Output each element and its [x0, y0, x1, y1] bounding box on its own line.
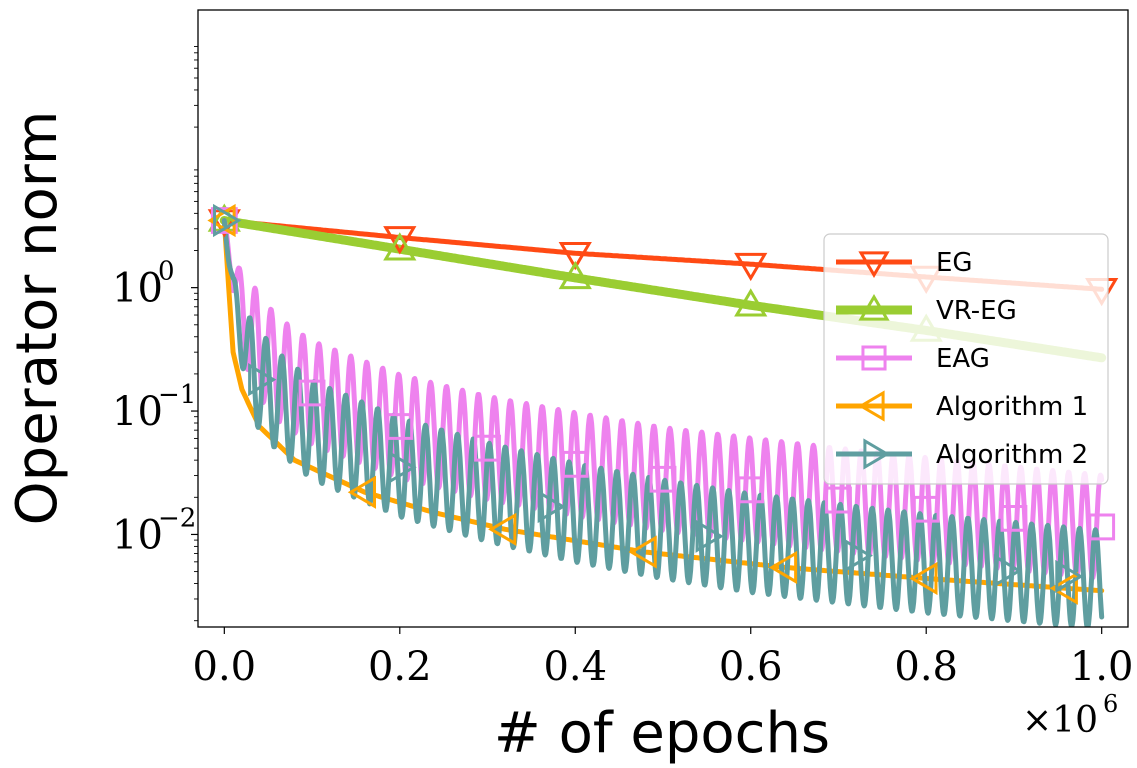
marker-eg-3 — [734, 252, 768, 282]
marker-eag-10 — [1088, 513, 1116, 541]
marker-vr-eg-3 — [734, 288, 768, 317]
legend-label-eag: EAG — [936, 344, 990, 374]
marker-algorithm-2-2 — [388, 450, 417, 484]
legend-marker-algorithm-1 — [858, 390, 885, 422]
x-tick-label-3: 0.6 — [719, 644, 783, 690]
marker-eg-1 — [383, 226, 417, 255]
y-tick-exponent-2: −2 — [158, 503, 196, 533]
marker-eag-4 — [561, 450, 589, 478]
marker-vr-eg-2 — [558, 260, 592, 290]
y-tick-base-0: 10 — [112, 266, 163, 312]
y-tick-exponent-1: −1 — [158, 380, 196, 410]
legend: EG VR-EG EAG Algorithm 1 Algorithm 2 — [823, 233, 1109, 485]
marker-algorithm-2-4 — [695, 519, 724, 553]
x-scale-exponent: 6 — [1103, 690, 1118, 718]
y-tick-base-1: 10 — [112, 389, 163, 435]
x-tick-label-2: 0.4 — [543, 644, 607, 690]
y-axis-label: Operator norm — [5, 111, 70, 526]
marker-algorithm-1-1 — [347, 475, 376, 509]
marker-algorithm-1-3 — [628, 535, 657, 569]
marker-algorithm-2-0 — [213, 203, 242, 238]
x-tick-label-1: 0.2 — [368, 644, 432, 690]
marker-eag-7 — [825, 486, 852, 514]
legend-marker-eag — [861, 345, 887, 371]
y-tick-label-0: 100 — [112, 257, 175, 312]
x-tick-label-4: 0.8 — [894, 644, 958, 690]
y-tick-exponent-0: 0 — [158, 257, 175, 287]
marker-eag-1 — [298, 379, 326, 407]
marker-eag-3 — [474, 434, 501, 462]
marker-eag-8 — [912, 495, 940, 523]
marker-eag-6 — [737, 476, 765, 504]
marker-algorithm-1-5 — [909, 561, 938, 596]
marker-algorithm-2-5 — [844, 538, 873, 573]
marker-algorithm-2-7 — [1055, 559, 1084, 594]
x-tick-label-0: 0.0 — [193, 644, 257, 690]
legend-label-algorithm-1: Algorithm 1 — [936, 392, 1088, 422]
marker-algorithm-1-4 — [768, 550, 798, 585]
x-scale-multiplier: ×10 6 — [1022, 690, 1118, 741]
y-tick-label-1: 10−1 — [112, 380, 196, 435]
legend-marker-eg — [858, 251, 890, 278]
x-scale-base: ×10 — [1022, 700, 1098, 741]
plot-frame — [197, 9, 1129, 628]
marker-algorithm-2-6 — [993, 554, 1023, 588]
x-tick-label-5: 1.0 — [1070, 644, 1134, 690]
marker-vr-eg-1 — [383, 232, 417, 261]
legend-marker-algorithm-2 — [863, 438, 890, 470]
marker-eag-9 — [1000, 504, 1028, 532]
legend-frame — [823, 233, 1109, 485]
legend-label-algorithm-2: Algorithm 2 — [936, 440, 1088, 470]
marker-eag-2 — [386, 413, 414, 440]
legend-label-vr-eg: VR-EG — [936, 296, 1017, 326]
marker-layer — [207, 203, 1119, 605]
marker-algorithm-2-1 — [248, 363, 277, 397]
x-axis-label: # of epochs — [494, 701, 830, 766]
marker-algorithm-1-6 — [1049, 571, 1078, 605]
legend-label-eg: EG — [936, 248, 973, 278]
y-tick-base-2: 10 — [112, 512, 163, 558]
marker-eg-2 — [558, 241, 592, 271]
marker-algorithm-2-3 — [537, 489, 566, 524]
y-tick-label-2: 10−2 — [112, 503, 196, 558]
marker-eag-5 — [649, 465, 677, 493]
marker-algorithm-1-0 — [207, 203, 236, 238]
legend-marker-vr-eg — [858, 294, 890, 321]
marker-algorithm-1-2 — [488, 512, 517, 546]
